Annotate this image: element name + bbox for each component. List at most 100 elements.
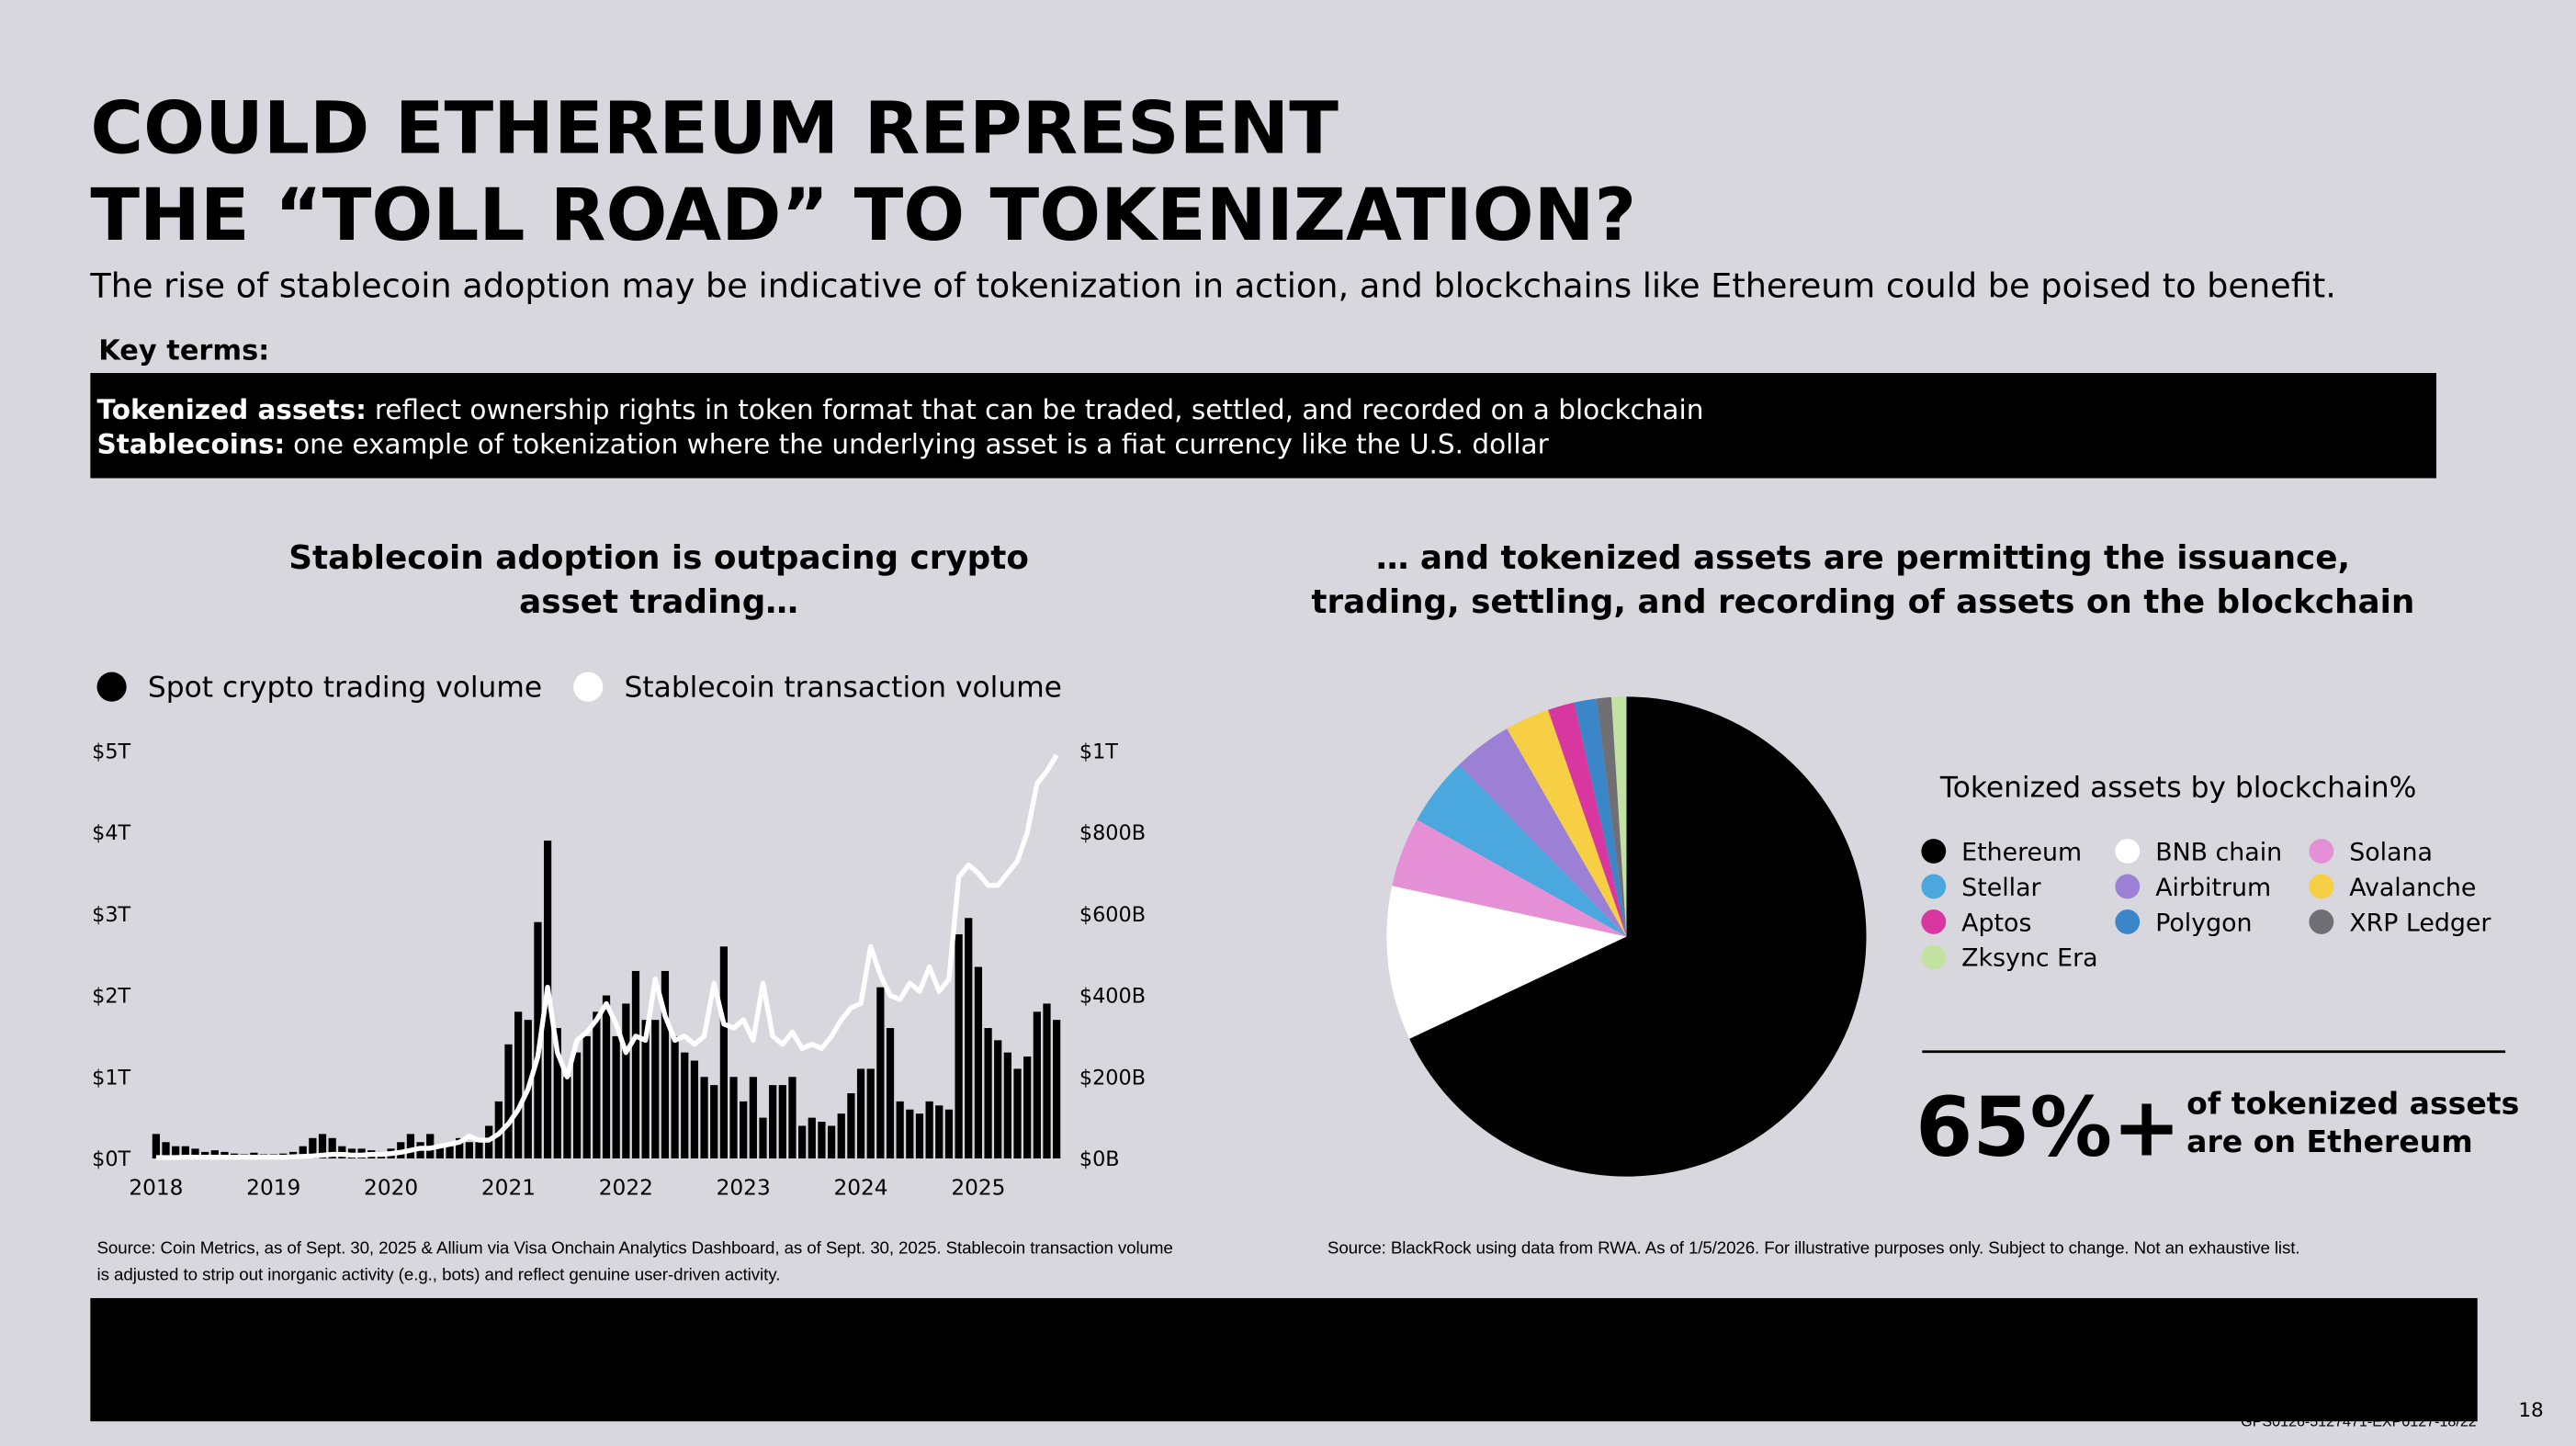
bar (504, 1044, 513, 1158)
bar (582, 1035, 591, 1158)
bar (906, 1109, 914, 1158)
pie-slice (1574, 698, 1627, 937)
legend-marker (2309, 874, 2334, 899)
bar (925, 1101, 933, 1158)
title: THE “TOLL ROAD” TO TOKENIZATION? (90, 173, 1636, 257)
legend-label: Stablecoin transaction volume (625, 671, 1062, 704)
bar (896, 1101, 904, 1158)
legend-label: XRP Ledger (2349, 909, 2491, 937)
y-tick-label: $3T (92, 903, 130, 927)
y2-tick-label: $200B (1079, 1066, 1146, 1090)
key-terms-heading: Key terms: (98, 335, 269, 367)
legend-label: Airbitrum (2155, 874, 2271, 902)
legend-marker (573, 672, 604, 702)
legend-marker (2115, 839, 2141, 864)
bar (994, 1040, 1002, 1158)
x-tick-label: 2024 (833, 1175, 887, 1200)
key-term-name: Stablecoins: (97, 429, 286, 460)
pie-slice (1417, 764, 1627, 937)
bar (847, 1093, 855, 1158)
bar (152, 1134, 160, 1158)
legend-marker (1921, 909, 1947, 934)
legend-marker (2115, 874, 2141, 899)
bar (1013, 1068, 1022, 1158)
legend-label: Solana (2349, 838, 2433, 866)
bar (729, 1077, 738, 1158)
legend-title: Tokenized assets by blockchain% (1939, 771, 2416, 804)
pie-slice (1507, 709, 1627, 937)
legend-marker (2309, 839, 2334, 864)
y2-tick-label: $400B (1079, 985, 1146, 1009)
subtitle: The rise of stablecoin adoption may be i… (89, 266, 2335, 306)
bar (553, 1028, 561, 1158)
x-tick-label: 2018 (129, 1175, 183, 1200)
y-tick-label: $5T (92, 740, 130, 763)
source: Source: Coin Metrics, as of Sept. 30, 20… (97, 1238, 1173, 1258)
bar (612, 1035, 620, 1158)
bar (651, 1020, 660, 1158)
x-tick-label: 2019 (246, 1175, 300, 1200)
bar (876, 987, 885, 1158)
legend-label: Spot crypto trading volume (148, 671, 542, 704)
legend-label: Ethereum (1961, 838, 2082, 866)
legend-label: Aptos (1961, 909, 2031, 937)
x-tick-label: 2021 (481, 1175, 536, 1200)
bar (602, 995, 611, 1158)
bar (328, 1137, 336, 1158)
bar (769, 1085, 777, 1158)
footer-box (90, 1298, 2478, 1422)
legend-marker (1921, 874, 1947, 899)
bar (837, 1113, 845, 1158)
bar (818, 1122, 826, 1158)
pie-slice (1386, 886, 1627, 1039)
y-tick-label: $1T (92, 1066, 130, 1090)
bar (1033, 1011, 1041, 1158)
legend-marker (1921, 944, 1947, 970)
key-term-name: Tokenized assets: (97, 394, 367, 425)
y2-tick-label: $800B (1079, 821, 1146, 845)
y-tick-label: $0T (92, 1147, 130, 1171)
line (155, 753, 1059, 1160)
bar (661, 970, 670, 1158)
stat-text: of tokenized assets (2186, 1086, 2519, 1122)
key-terms-box (90, 373, 2436, 479)
bar (572, 1052, 582, 1158)
bar (944, 1109, 954, 1158)
bar (465, 1142, 473, 1158)
bar (181, 1146, 189, 1158)
doc-code: GPS0126-5127471-EXP0127-18/22 (2241, 1414, 2477, 1430)
bar (210, 1150, 219, 1158)
legend-label: Polygon (2155, 909, 2252, 937)
bar (778, 1085, 786, 1158)
key-term: Tokenized assets: reflect ownership right… (97, 394, 1704, 425)
bar (563, 1077, 571, 1158)
legend-label: Stellar (1961, 874, 2041, 902)
bar (446, 1146, 454, 1158)
bar (935, 1105, 943, 1158)
legend-marker (96, 672, 127, 702)
legend-marker (2115, 909, 2141, 934)
bar (1053, 1020, 1061, 1158)
bar (798, 1125, 807, 1158)
bar (700, 1077, 708, 1158)
y-tick-label: $2T (92, 985, 130, 1009)
legend-label: Avalanche (2349, 874, 2476, 902)
bar (710, 1085, 718, 1158)
y2-tick-label: $0B (1079, 1147, 1120, 1171)
pie-slice (1392, 819, 1627, 937)
bar (1003, 1052, 1011, 1158)
footer-text: and could expand beyond stable instrumen… (614, 1365, 1956, 1401)
bar (191, 1148, 199, 1158)
bar (749, 1077, 757, 1158)
bar (984, 1028, 992, 1158)
bar (759, 1117, 767, 1158)
bar (514, 1011, 523, 1158)
pie-slice (1459, 729, 1627, 937)
pie-slice (1409, 696, 1867, 1177)
bar (681, 1052, 689, 1158)
pie-slice (1596, 696, 1627, 937)
bar (955, 934, 963, 1158)
bar (456, 1137, 464, 1158)
